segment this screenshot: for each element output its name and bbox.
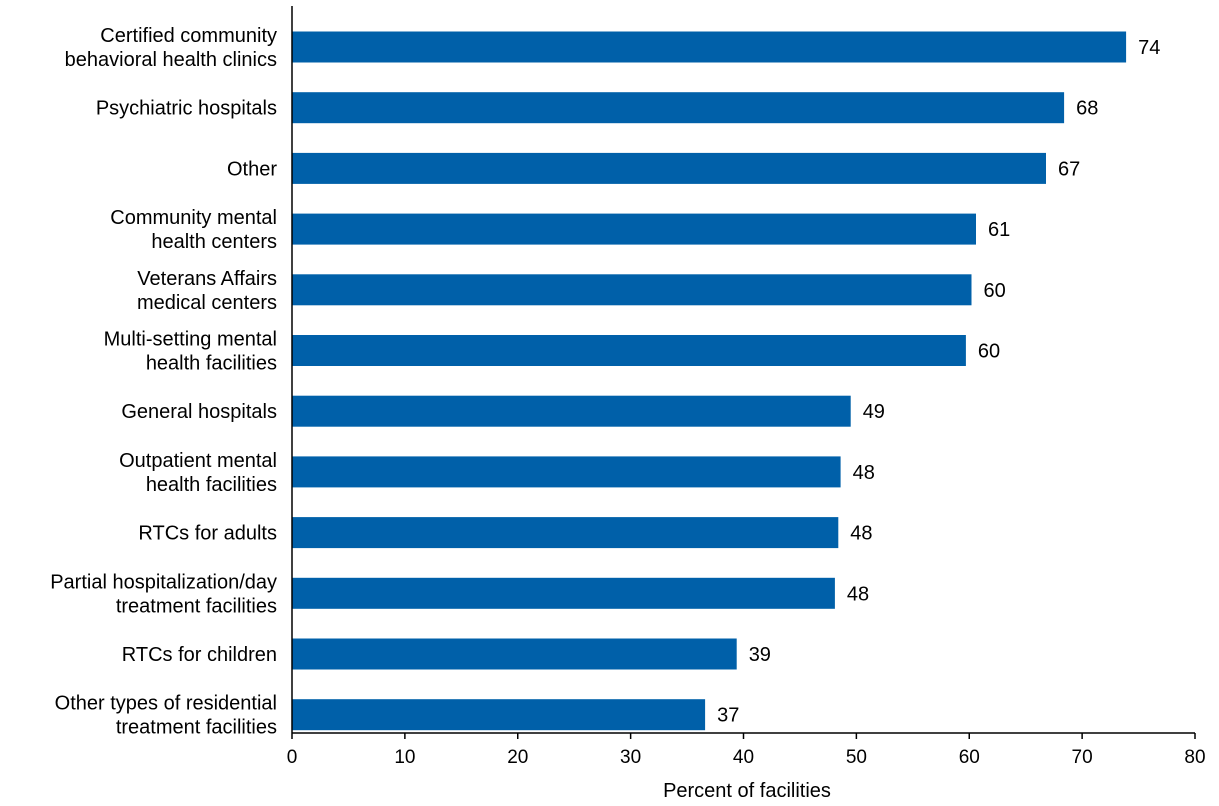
category-label: Other xyxy=(227,158,277,180)
value-label: 60 xyxy=(978,341,1000,363)
value-label: 74 xyxy=(1138,37,1160,59)
x-axis-title: Percent of facilities xyxy=(663,780,831,802)
x-tick-label: 60 xyxy=(959,747,980,768)
category-label-line: Community mental xyxy=(110,207,277,229)
category-label-line: Certified community xyxy=(100,25,277,47)
category-label-line: health facilities xyxy=(146,353,277,375)
category-label-line: General hospitals xyxy=(121,401,277,423)
bar xyxy=(292,152,1046,184)
x-tick-label: 30 xyxy=(620,747,641,768)
category-label: Other types of residential treatment faci… xyxy=(55,693,277,739)
value-label: 48 xyxy=(853,462,875,484)
bar xyxy=(292,456,841,488)
value-label: 48 xyxy=(847,583,869,605)
category-label-line: treatment facilities xyxy=(116,717,277,739)
value-label: 39 xyxy=(749,644,771,666)
x-tick-label: 40 xyxy=(733,747,754,768)
value-label: 37 xyxy=(717,705,739,727)
category-label: Psychiatric hospitals xyxy=(96,98,277,120)
x-tick-label: 20 xyxy=(507,747,528,768)
value-label: 68 xyxy=(1076,98,1098,120)
category-label: Certified community behavioral health cli… xyxy=(65,25,277,71)
category-label: Community mental health centers xyxy=(110,207,277,253)
category-label-line: Other types of residential xyxy=(55,693,277,715)
bars xyxy=(292,31,1127,731)
bar xyxy=(292,92,1065,124)
x-tick-label: 80 xyxy=(1184,747,1205,768)
value-label: 48 xyxy=(850,523,872,545)
category-label: Partial hospitalization/day treatment fac… xyxy=(50,571,277,617)
category-label-line: behavioral health clinics xyxy=(65,49,277,71)
category-label-line: treatment facilities xyxy=(116,595,277,617)
x-ticks: 0 10 20 30 40 50 60 70 80 xyxy=(287,733,1206,768)
category-label-line: Multi-setting mental xyxy=(104,329,277,351)
bar xyxy=(292,335,966,366)
category-label: Multi-setting mental health facilities xyxy=(104,329,277,375)
category-label-line: health centers xyxy=(151,231,277,253)
category-labels: Certified community behavioral health cli… xyxy=(50,25,277,739)
category-label-line: Veterans Affairs xyxy=(137,268,277,290)
category-label-line: medical centers xyxy=(137,292,277,314)
bar xyxy=(292,31,1127,63)
category-label: Veterans Affairs medical centers xyxy=(137,268,277,314)
value-label: 67 xyxy=(1058,158,1080,180)
category-label-line: Other xyxy=(227,158,277,180)
category-label: RTCs for children xyxy=(122,644,277,666)
category-label-line: Psychiatric hospitals xyxy=(96,98,277,120)
bar xyxy=(292,699,706,731)
bar xyxy=(292,638,737,670)
category-label-line: health facilities xyxy=(146,474,277,496)
bar xyxy=(292,517,839,549)
category-label-line: RTCs for adults xyxy=(138,523,277,545)
bar xyxy=(292,395,851,427)
bar xyxy=(292,274,972,306)
value-label: 60 xyxy=(984,280,1006,302)
bar xyxy=(292,577,835,609)
x-tick-label: 50 xyxy=(846,747,867,768)
category-label: RTCs for adults xyxy=(138,523,277,545)
category-label-line: Outpatient mental xyxy=(119,450,277,472)
x-tick-label: 0 xyxy=(287,747,298,768)
x-tick-label: 10 xyxy=(394,747,415,768)
category-label: Outpatient mental health facilities xyxy=(119,450,277,496)
value-label: 61 xyxy=(988,219,1010,241)
category-label: General hospitals xyxy=(121,401,277,423)
value-label: 49 xyxy=(863,401,885,423)
value-labels: 74 68 67 61 60 60 49 48 48 48 39 37 xyxy=(717,37,1160,727)
category-label-line: Partial hospitalization/day xyxy=(50,571,277,593)
bar xyxy=(292,213,976,245)
category-label-line: RTCs for children xyxy=(122,644,277,666)
x-tick-label: 70 xyxy=(1072,747,1093,768)
